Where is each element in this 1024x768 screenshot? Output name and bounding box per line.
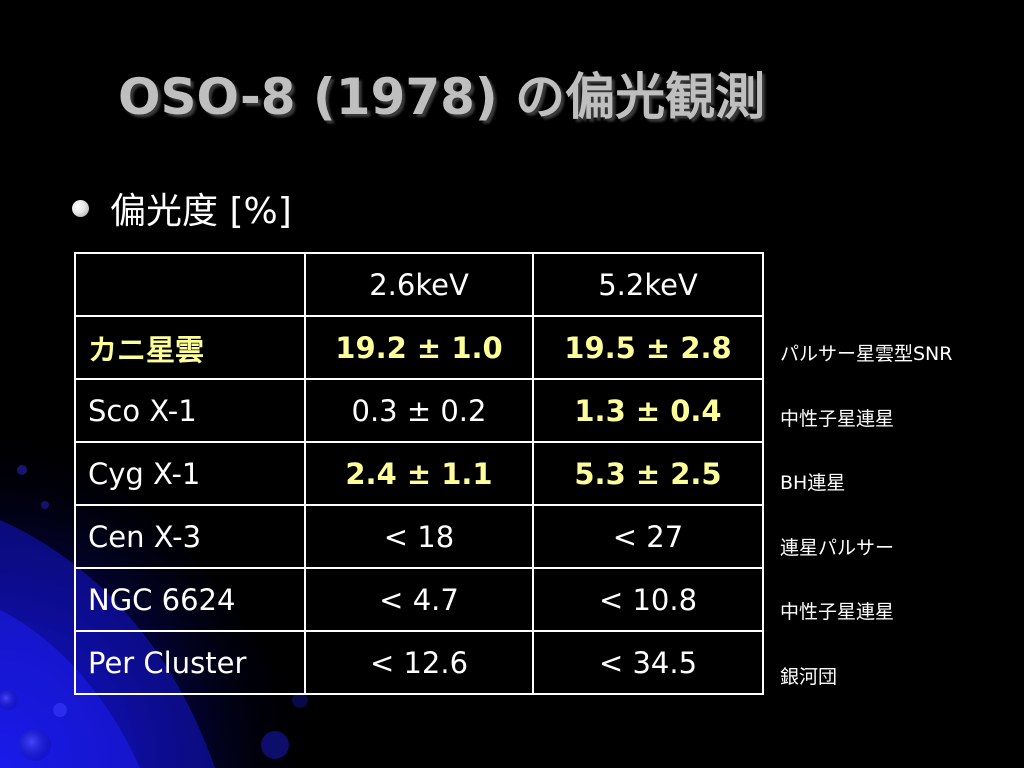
value-cell: < 10.8 <box>532 567 764 632</box>
source-type-note: 連星パルサー <box>780 536 895 559</box>
source-cell: カニ星雲 <box>74 315 306 380</box>
value-cell: < 18 <box>304 504 534 569</box>
source-cell: Cen X-3 <box>74 504 306 569</box>
bullet-item: 偏光度 [%] <box>72 180 292 236</box>
slide-title: OSO-8 (1978) の偏光観測 <box>118 68 766 126</box>
table-header-cell: 2.6keV <box>304 252 534 317</box>
source-type-note: 銀河団 <box>780 665 838 688</box>
value-cell: < 4.7 <box>304 567 534 632</box>
table-row: NGC 6624 < 4.7 < 10.8 <box>74 567 764 632</box>
table-row: Cen X-3 < 18 < 27 <box>74 504 764 569</box>
source-type-notes: パルサー星雲型SNR 中性子星連星 BH連星 連星パルサー 中性子星連星 銀河団 <box>780 322 952 709</box>
value-cell: 1.3 ± 0.4 <box>532 378 764 443</box>
value-cell: < 34.5 <box>532 630 764 695</box>
source-type-note: 中性子星連星 <box>780 601 895 623</box>
source-cell: NGC 6624 <box>74 567 306 632</box>
table-row: Sco X-1 0.3 ± 0.2 1.3 ± 0.4 <box>74 378 764 443</box>
value-cell: 5.3 ± 2.5 <box>532 441 764 506</box>
table-header-cell: 5.2keV <box>532 252 764 317</box>
source-cell: Cyg X-1 <box>74 441 306 506</box>
polarization-table: 2.6keV 5.2keV カニ星雲 19.2 ± 1.0 19.5 ± 2.8… <box>74 252 764 695</box>
value-cell: 2.4 ± 1.1 <box>304 441 534 506</box>
table-row: カニ星雲 19.2 ± 1.0 19.5 ± 2.8 <box>74 315 764 380</box>
value-cell: 19.5 ± 2.8 <box>532 315 764 380</box>
source-cell: Sco X-1 <box>74 378 306 443</box>
bullet-dot-icon <box>72 199 89 217</box>
source-type-note: パルサー星雲型SNR <box>780 343 953 365</box>
source-type-note: 中性子星連星 <box>780 407 895 430</box>
bullet-text: 偏光度 [%] <box>110 191 292 232</box>
value-cell: < 27 <box>532 504 764 569</box>
source-cell: Per Cluster <box>74 630 306 695</box>
source-type-note: BH連星 <box>780 472 846 494</box>
value-cell: 0.3 ± 0.2 <box>304 378 534 443</box>
table-row: Per Cluster < 12.6 < 34.5 <box>74 630 764 695</box>
value-cell: 19.2 ± 1.0 <box>304 315 534 380</box>
table-row: Cyg X-1 2.4 ± 1.1 5.3 ± 2.5 <box>74 441 764 506</box>
table-header-row: 2.6keV 5.2keV <box>74 252 764 317</box>
table-header-cell <box>74 252 306 317</box>
value-cell: < 12.6 <box>304 630 534 695</box>
